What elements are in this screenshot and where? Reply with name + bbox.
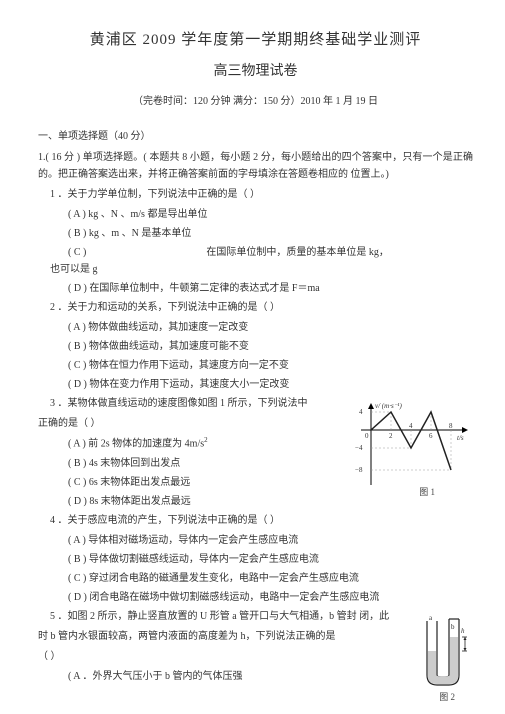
q1-choice-c-line1: ( C ) 在国际单位制中，质量的基本单位是 kg， xyxy=(38,244,473,261)
q3-choice-d: ( D ) 8s 末物体距出发点最远 xyxy=(38,493,473,510)
q1-choice-a: ( A ) kg 、N 、m/s 都是导出单位 xyxy=(38,206,473,223)
q5-line3: （ ） xyxy=(38,648,473,665)
q3a-sup: 2 xyxy=(204,436,208,444)
svg-text:2: 2 xyxy=(389,432,393,440)
q3a-text: ( A ) 前 2s 物体的加速度为 4m/s xyxy=(68,439,204,450)
svg-text:b: b xyxy=(451,623,455,631)
svg-text:v/ (m·s⁻¹): v/ (m·s⁻¹) xyxy=(375,402,402,410)
svg-text:4: 4 xyxy=(409,422,413,430)
q5-line1: 5 ．如图 2 所示，静止竖直放置的 U 形管 a 管开口与大气相通，b 管封 … xyxy=(38,608,473,625)
q1-choice-b: ( B ) kg 、m 、N 是基本单位 xyxy=(38,225,473,242)
q4-stem: 4 ．关于感应电流的产生，下列说法中正确的是（ ） xyxy=(38,512,473,529)
exam-meta: （完卷时间：120 分钟 满分：150 分）2010 年 1 月 19 日 xyxy=(38,93,473,110)
q2-stem: 2 ．关于力和运动的关系，下列说法中正确的是（ ） xyxy=(38,299,473,316)
svg-text:−8: −8 xyxy=(355,466,363,474)
svg-text:t/s: t/s xyxy=(457,434,464,442)
q5-line2: 时 b 管内水银面较高，两管内液面的高度差为 h，下列说法正确的是 xyxy=(38,628,473,645)
figure-2-caption: 图 2 xyxy=(439,690,455,705)
q4-choice-b: ( B ) 导体做切割磁感线运动，导体内一定会产生感应电流 xyxy=(38,551,473,568)
q4-choice-d: ( D ) 闭合电路在磁场中做切割磁感线运动，电路中一定会产生感应电流 xyxy=(38,589,473,606)
q1-choice-c-line2: 也可以是 g xyxy=(38,261,473,278)
q2-choice-b: ( B ) 物体做曲线运动，其加速度可能不变 xyxy=(38,338,473,355)
q2-choice-a: ( A ) 物体做曲线运动，其加速度一定改变 xyxy=(38,319,473,336)
q1-choice-d: ( D ) 在国际单位制中，牛顿第二定律的表达式才是 F＝ma xyxy=(38,280,473,297)
svg-text:−4: −4 xyxy=(355,444,363,452)
q1-stem: 1 ．关于力学单位制，下列说法中正确的是（ ） xyxy=(38,186,473,203)
svg-text:6: 6 xyxy=(429,432,433,440)
q1c-left: ( C ) xyxy=(68,244,86,261)
q4-choice-a: ( A ) 导体相对磁场运动，导体内一定会产生感应电流 xyxy=(38,532,473,549)
section-1-heading: 一、单项选择题（40 分） xyxy=(38,128,473,145)
figure-1-caption: 图 1 xyxy=(419,485,435,500)
figure-1-chart: 4 −4 −8 2 4 6 8 v/ (m·s⁻¹) t/s 0 xyxy=(351,400,471,490)
q1-intro: 1.( 16 分 ) 单项选择题。( 本题共 8 小题，每小题 2 分，每小题给… xyxy=(38,149,473,183)
svg-text:8: 8 xyxy=(449,422,453,430)
page-subtitle: 高三物理试卷 xyxy=(38,60,473,84)
figure-2-diagram: h a b xyxy=(415,615,471,690)
svg-text:4: 4 xyxy=(359,408,363,416)
q2-choice-c: ( C ) 物体在恒力作用下运动，其速度方向一定不变 xyxy=(38,357,473,374)
q4-choice-c: ( C ) 穿过闭合电路的磁通量发生变化，电路中一定会产生感应电流 xyxy=(38,570,473,587)
svg-text:h: h xyxy=(461,627,465,635)
q5-choice-a: ( A ．外界大气压小于 b 管内的气体压强 xyxy=(38,668,473,685)
svg-text:0: 0 xyxy=(365,432,369,440)
q2-choice-d: ( D ) 物体在变力作用下运动，其速度大小一定改变 xyxy=(38,376,473,393)
q1c-right: 在国际单位制中，质量的基本单位是 kg， xyxy=(206,244,389,261)
page-title: 黄浦区 2009 学年度第一学期期终基础学业测评 xyxy=(38,28,473,54)
svg-text:a: a xyxy=(429,615,433,622)
